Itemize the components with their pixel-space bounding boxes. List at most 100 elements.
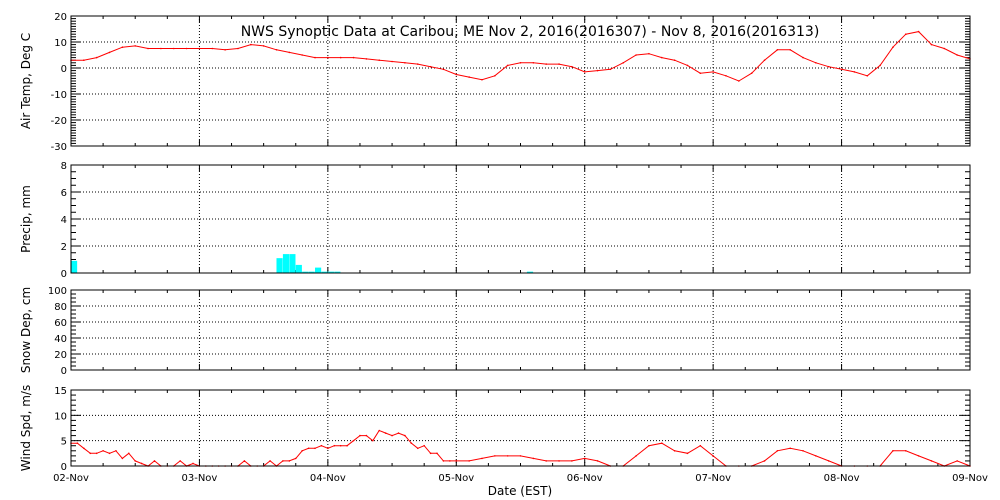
temperature-data-point (339, 56, 342, 59)
x-tick-label: 09-Nov (952, 473, 988, 484)
panel-wind: 0 5 10 15 Wind Spd, m/s (19, 385, 971, 473)
x-tick-label: 04-Nov (310, 473, 346, 484)
y-tick-label: 40 (54, 334, 67, 345)
temperature-data-point (866, 75, 869, 77)
temperature-data-point (712, 71, 714, 73)
temperature-data-point (455, 73, 458, 76)
wind-data-point (339, 444, 342, 447)
temperature-data-point (917, 30, 920, 33)
temperature-data-point (506, 64, 509, 67)
wind-data-point (269, 460, 271, 462)
panel-frame (70, 389, 971, 467)
temperature-data-point (288, 51, 291, 54)
precip-bar (302, 271, 309, 273)
temperature-data-point (468, 76, 470, 78)
precip-bar (327, 271, 335, 273)
wind-data-point (481, 457, 483, 460)
wind-data-point (712, 455, 714, 457)
temperature-data-point (596, 69, 599, 72)
temperature-data-point (892, 46, 894, 48)
temperature-data-point (635, 54, 637, 56)
temperature-data-point (648, 52, 650, 55)
temperature-data-point (224, 49, 226, 51)
temperature-data-point (930, 43, 933, 46)
wind-data-point (956, 460, 958, 462)
temperature-data-point (275, 49, 278, 51)
wind-data-point (660, 442, 663, 445)
temperature-data-point (134, 45, 137, 47)
temperature-data-point (147, 47, 149, 50)
wind-data-point (506, 455, 509, 457)
wind-data-point (288, 460, 291, 462)
wind-data-point (455, 460, 458, 462)
temperature-data-point (404, 62, 406, 64)
wind-data-point (519, 455, 522, 457)
temperature-data-point (352, 56, 355, 59)
precip-bar (321, 271, 328, 273)
wind-data-point (410, 442, 413, 445)
chart-title: NWS Synoptic Data at Caribou, ME Nov 2, … (241, 24, 820, 40)
wind-data-point (365, 434, 368, 437)
temperature-data-point (545, 63, 547, 65)
wind-data-point (179, 460, 181, 462)
wind-data-point (346, 444, 348, 447)
temperature-data-point (622, 62, 625, 64)
wind-data-point (494, 455, 496, 457)
y-axis-label: Precip, mm (19, 185, 33, 253)
wind-data-point (307, 447, 310, 450)
temperature-data-point (378, 59, 381, 61)
temperature-data-point (609, 68, 612, 71)
temperature-data-point (442, 68, 445, 71)
wind-data-point (301, 450, 303, 452)
temperature-data-point (494, 75, 496, 77)
temperature-data-point (776, 49, 779, 51)
wind-data-point (404, 434, 406, 437)
precip-bar (289, 254, 296, 273)
wind-data-point (359, 434, 361, 437)
wind-data-point (378, 429, 381, 432)
panel-precip: 0 2 4 6 8 Precip, mm (19, 161, 971, 280)
wind-data-point (127, 452, 130, 455)
wind-data-point (372, 439, 374, 442)
y-tick-label: 20 (54, 12, 67, 23)
temperature-data-point (391, 60, 393, 63)
y-tick-label: 0 (61, 269, 67, 280)
wind-data-point (442, 460, 445, 462)
y-tick-label: 2 (61, 242, 67, 253)
x-axis-label: Date (EST) (488, 484, 552, 498)
wind-data-point (115, 450, 117, 452)
y-tick-label: 0 (61, 64, 67, 75)
precip-bar (308, 271, 315, 273)
temperature-data-point (314, 56, 316, 59)
wind-data-point (776, 450, 779, 452)
temperature-data-point (416, 63, 419, 65)
wind-data-point (416, 447, 419, 450)
wind-data-point (391, 434, 393, 437)
y-tick-label: 8 (61, 161, 67, 172)
x-tick-label: 05-Nov (438, 473, 474, 484)
wind-series-line (71, 429, 971, 467)
wind-data-point (333, 444, 336, 447)
panel-frame (70, 15, 971, 147)
y-tick-label: 5 (61, 437, 67, 448)
temperature-data-point (827, 65, 830, 68)
wind-data-point (423, 444, 425, 447)
wind-data-point (699, 444, 702, 447)
y-axis-label: Air Temp, Deg C (19, 33, 33, 129)
temperature-data-point (95, 56, 98, 59)
temperature-data-point (108, 51, 111, 54)
wind-data-point (243, 460, 246, 462)
wind-data-point (673, 450, 676, 452)
temperature-data-point (429, 65, 432, 68)
wind-data-point (930, 460, 933, 462)
temperature-data-point (481, 78, 483, 81)
temperature-data-point (519, 62, 522, 64)
wind-data-point (384, 432, 387, 434)
wind-data-point (294, 457, 297, 460)
wind-data-point (89, 452, 92, 455)
wind-data-point (763, 460, 766, 462)
wind-data-point (429, 452, 432, 455)
temperature-data-point (198, 47, 201, 50)
precip-bar (334, 271, 341, 273)
